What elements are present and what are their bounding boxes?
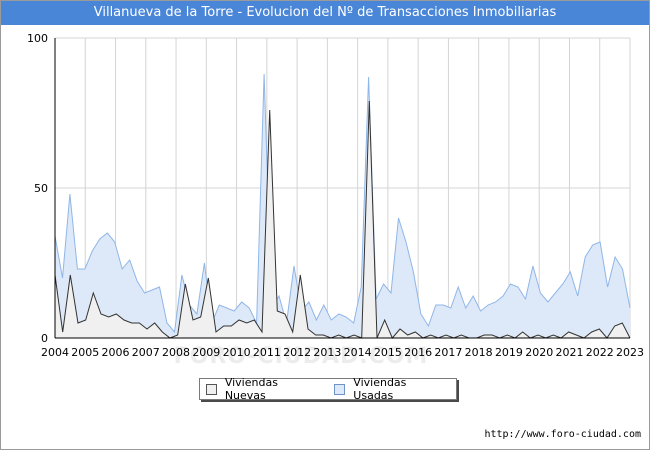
series-viviendas-nuevas-line xyxy=(54,100,631,339)
x-tick-label: 2013 xyxy=(313,346,341,359)
y-tick-label: 50 xyxy=(34,182,48,195)
x-tick-label: 2017 xyxy=(434,346,462,359)
source-credit[interactable]: http://www.foro-ciudad.com xyxy=(484,429,641,440)
legend-swatch-nuevas xyxy=(206,383,217,395)
legend-item-usadas: Viviendas Usadas xyxy=(334,376,448,402)
x-tick-label: 2012 xyxy=(283,346,311,359)
y-tick-label: 100 xyxy=(27,32,48,45)
x-tick-label: 2007 xyxy=(132,346,160,359)
watermark: FORO-CIUDAD.COM xyxy=(174,344,429,369)
x-tick-label: 2023 xyxy=(616,346,644,359)
x-tick-label: 2008 xyxy=(162,346,190,359)
x-tick-label: 2018 xyxy=(465,346,493,359)
x-tick-label: 2006 xyxy=(102,346,130,359)
legend-item-nuevas: Viviendas Nuevas xyxy=(206,376,320,402)
series-viviendas-usadas-area xyxy=(55,74,630,338)
axes xyxy=(54,38,630,339)
legend-label-nuevas: Viviendas Nuevas xyxy=(224,376,278,402)
x-tick-label: 2022 xyxy=(586,346,614,359)
legend-swatch-usadas xyxy=(334,383,346,395)
x-tick-label: 2005 xyxy=(71,346,99,359)
series-viviendas-usadas-line xyxy=(54,73,631,334)
legend: Viviendas Nuevas Viviendas Usadas xyxy=(199,376,457,402)
x-tick-label: 2016 xyxy=(404,346,432,359)
y-tick-labels: 0 50 100 xyxy=(27,32,48,345)
x-tick-label: 2011 xyxy=(253,346,281,359)
x-tick-label: 2009 xyxy=(192,346,220,359)
chart-title: Villanueva de la Torre - Evolucion del N… xyxy=(93,5,557,20)
x-tick-label: 2014 xyxy=(344,346,372,359)
chart-title-bar: Villanueva de la Torre - Evolucion del N… xyxy=(1,1,649,25)
series-areas xyxy=(54,73,631,339)
x-tick-label: 2010 xyxy=(223,346,251,359)
x-tick-label: 2020 xyxy=(525,346,553,359)
legend-label-usadas: Viviendas Usadas xyxy=(353,376,407,402)
x-tick-label: 2004 xyxy=(41,346,69,359)
y-tick-label: 0 xyxy=(41,332,48,345)
x-tick-labels: 2004 2005 2006 2007 2008 2009 2010 2011 2012 2013… xyxy=(41,346,644,359)
x-tick-label: 2021 xyxy=(555,346,583,359)
x-tick-label: 2015 xyxy=(374,346,402,359)
x-tick-label: 2019 xyxy=(495,346,523,359)
